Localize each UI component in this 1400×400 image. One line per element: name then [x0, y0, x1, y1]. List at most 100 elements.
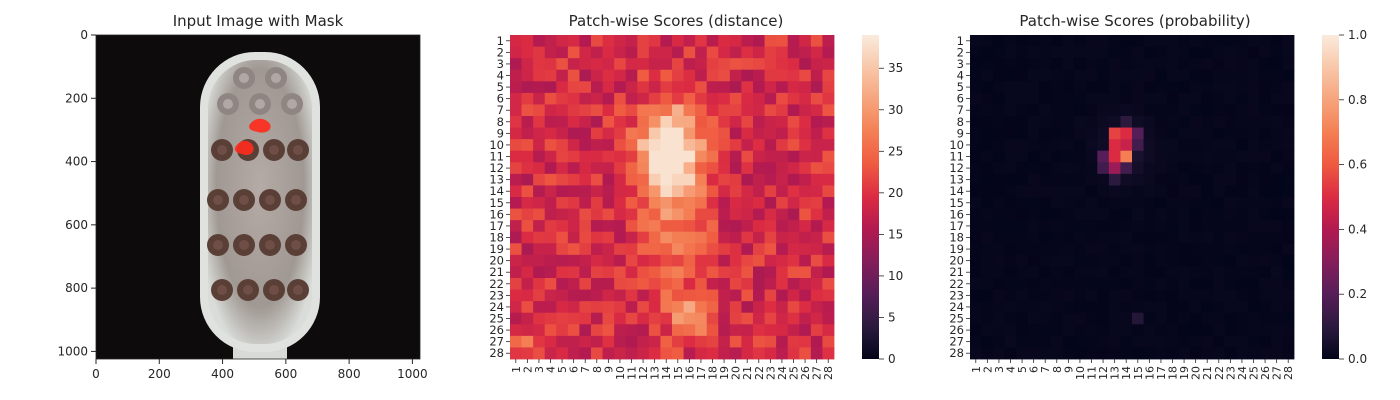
heatmap-cell	[981, 220, 994, 233]
heatmap-cell	[1097, 220, 1110, 233]
heatmap-cell	[787, 347, 800, 360]
heatmap-cell	[579, 173, 592, 186]
row-tick-label: 24	[489, 300, 504, 314]
col-tick-label: 13	[1109, 366, 1122, 380]
heatmap-cell	[1016, 278, 1029, 290]
bristle-tuft-center	[243, 285, 253, 295]
heatmap-cell	[981, 278, 994, 290]
heatmap-cell	[1097, 231, 1110, 244]
heatmap-cell	[695, 347, 708, 360]
col-tick-label: 18	[1167, 366, 1180, 380]
heatmap-cell	[764, 254, 777, 267]
heatmap-cell	[1097, 162, 1110, 175]
heatmap-cell	[695, 116, 708, 128]
x-tick-label: 200	[148, 367, 171, 381]
colorbar-tick-label: 0.4	[1348, 222, 1367, 236]
heatmap-cell	[970, 58, 982, 71]
heatmap-cell	[672, 208, 684, 221]
heatmap-cell	[695, 243, 708, 256]
heatmap-cell	[1201, 69, 1214, 82]
heatmap-cell	[1027, 162, 1040, 175]
row-tick-label: 5	[957, 80, 964, 94]
heatmap-cell	[970, 35, 982, 47]
heatmap-cell	[1189, 347, 1202, 360]
heatmap-cell	[579, 301, 592, 314]
heatmap-cell	[1132, 46, 1144, 59]
heatmap-cell	[1201, 35, 1214, 47]
heatmap-cell	[993, 58, 1006, 71]
heatmap-cell	[614, 335, 627, 348]
heatmap-cell	[1027, 335, 1040, 348]
heatmap-cell	[521, 208, 534, 221]
heatmap-cell	[672, 301, 684, 314]
heatmap-cell	[1085, 81, 1098, 94]
heatmap-cell	[1201, 197, 1214, 209]
heatmap-cell	[1062, 173, 1075, 186]
heatmap-cell	[672, 116, 684, 128]
heatmap-cell	[1085, 231, 1098, 244]
heatmap-cell	[683, 162, 696, 175]
heatmap-cell	[567, 150, 580, 163]
heatmap-cell	[1213, 220, 1225, 233]
col-tick-label: 26	[799, 366, 812, 380]
heatmap-cell	[1132, 127, 1144, 140]
heatmap-cell	[1085, 324, 1098, 337]
heatmap-cell	[1224, 81, 1237, 94]
heatmap-cell	[672, 139, 684, 152]
heatmap-cell	[533, 208, 546, 221]
heatmap-cell	[787, 81, 800, 94]
heatmap-cell	[556, 150, 569, 163]
heatmap-cell	[1051, 208, 1063, 221]
heatmap-cell	[1097, 139, 1110, 152]
heatmap-cell	[741, 231, 754, 244]
heatmap-cell	[614, 324, 627, 337]
heatmap-cell	[776, 278, 789, 290]
heatmap-cell	[1155, 266, 1168, 279]
heatmap-cell	[1282, 301, 1295, 314]
heatmap-cell	[1143, 197, 1156, 209]
col-tick-label: 9	[602, 366, 615, 373]
heatmap-cell	[1004, 185, 1017, 198]
heatmap-cell	[1143, 116, 1156, 128]
heatmap-cell	[544, 335, 557, 348]
heatmap-cell	[556, 347, 569, 360]
heatmap-cell	[637, 116, 650, 128]
heatmap-cell	[810, 58, 823, 71]
heatmap-cell	[1016, 46, 1029, 59]
heatmap-cell	[602, 254, 615, 267]
col-tick-label: 26	[1259, 366, 1272, 380]
heatmap-cell	[567, 69, 580, 82]
col-tick-label: 27	[811, 366, 824, 380]
heatmap-cell	[1085, 185, 1098, 198]
heatmap-cell	[1201, 347, 1214, 360]
row-tick-label: 22	[489, 277, 504, 291]
probability-heatmap-axes: 1234567891011121314151617181920212223242…	[949, 34, 1295, 380]
heatmap-cell	[591, 104, 603, 117]
heatmap-cell	[1120, 127, 1133, 140]
heatmap-cell	[764, 104, 777, 117]
heatmap-cell	[1120, 289, 1133, 302]
heatmap-cell	[753, 324, 765, 337]
heatmap-cell	[799, 46, 812, 59]
heatmap-cell	[567, 324, 580, 337]
heatmap-cell	[1097, 58, 1110, 71]
heatmap-cell	[981, 35, 994, 47]
heatmap-cell	[970, 81, 982, 94]
col-tick-label: 25	[1248, 366, 1261, 380]
heatmap-cell	[637, 104, 650, 117]
heatmap-cell	[810, 335, 823, 348]
heatmap-cell	[718, 81, 731, 94]
heatmap-cell	[1051, 69, 1063, 82]
heatmap-cell	[1039, 220, 1052, 233]
heatmap-cell	[1178, 104, 1191, 117]
heatmap-cell	[1166, 104, 1179, 117]
anomaly-mask-lower	[234, 140, 254, 156]
heatmap-cell	[1085, 254, 1098, 267]
heatmap-cell	[1259, 301, 1272, 314]
heatmap-cell	[810, 220, 823, 233]
heatmap-cell	[1004, 335, 1017, 348]
row-tick-label: 19	[489, 242, 504, 256]
heatmap-cell	[660, 266, 673, 279]
bristle-tuft-center	[239, 240, 249, 250]
col-tick-label: 11	[1086, 366, 1099, 380]
